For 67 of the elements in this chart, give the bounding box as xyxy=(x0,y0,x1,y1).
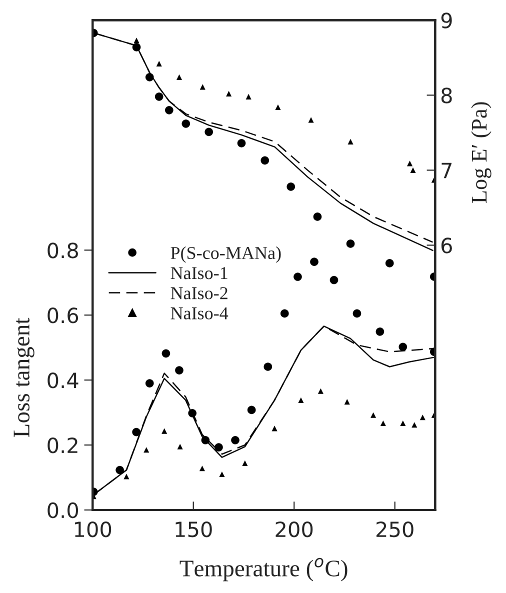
point xyxy=(132,428,140,436)
point xyxy=(352,309,362,318)
point xyxy=(286,182,296,191)
point xyxy=(247,406,256,414)
point xyxy=(226,90,232,96)
point xyxy=(348,138,354,144)
legend-label: NaIso-1 xyxy=(170,267,228,280)
point xyxy=(308,117,314,123)
y-axis-title: Loss tangent xyxy=(14,318,34,438)
point xyxy=(246,94,252,100)
point xyxy=(154,92,164,101)
point xyxy=(199,466,205,472)
y2-tick-label: 7 xyxy=(442,162,452,178)
point xyxy=(231,436,240,444)
point xyxy=(156,60,162,66)
point xyxy=(165,106,174,114)
point xyxy=(175,366,184,374)
y-tick-label: 0.4 xyxy=(48,372,78,388)
point xyxy=(313,212,322,221)
point xyxy=(318,388,324,394)
point xyxy=(162,349,170,358)
point xyxy=(410,167,416,173)
x-tick-label: 150 xyxy=(176,521,212,538)
legend-label: NaIso-4 xyxy=(170,307,228,320)
point xyxy=(294,272,302,281)
y2-axis-title: Log E′ (Pa) xyxy=(471,102,492,203)
point xyxy=(145,379,154,388)
point xyxy=(162,428,168,434)
y2-tick-label: 6 xyxy=(441,238,452,254)
point xyxy=(177,444,183,450)
point xyxy=(298,397,304,403)
point xyxy=(182,120,190,128)
point xyxy=(400,420,406,426)
point xyxy=(260,156,270,165)
point xyxy=(280,309,289,318)
legend-label: P(S-co-MANa) xyxy=(170,246,281,263)
point xyxy=(385,259,394,268)
x-tick-label: 200 xyxy=(276,521,313,538)
point xyxy=(237,139,246,148)
y-tick-label: 0.6 xyxy=(48,308,78,324)
point xyxy=(219,471,225,478)
point xyxy=(344,399,350,405)
y-tick-label: 0.0 xyxy=(48,502,78,518)
point xyxy=(204,128,214,136)
point xyxy=(380,420,386,426)
y2-tick-label: 9 xyxy=(441,12,452,28)
point xyxy=(176,74,182,80)
point xyxy=(370,412,376,418)
point xyxy=(398,342,408,352)
point xyxy=(116,466,124,474)
y-tick-label: 0.2 xyxy=(48,437,78,454)
legend-label: NaIso-2 xyxy=(170,287,228,300)
point xyxy=(264,362,272,371)
point xyxy=(134,38,140,44)
point xyxy=(330,276,338,284)
x-tick-label: 100 xyxy=(75,521,112,538)
point xyxy=(406,160,413,166)
point xyxy=(376,327,384,336)
point xyxy=(346,240,355,248)
point xyxy=(310,258,318,266)
point xyxy=(242,460,248,466)
point xyxy=(275,104,281,110)
y-tick-label: 0.8 xyxy=(48,242,78,258)
x-tick-label: 250 xyxy=(376,521,414,538)
x-axis-title: Temperature ($^{o}$C) xyxy=(180,558,348,582)
point xyxy=(124,474,130,480)
y2-tick-label: 8 xyxy=(441,88,452,104)
